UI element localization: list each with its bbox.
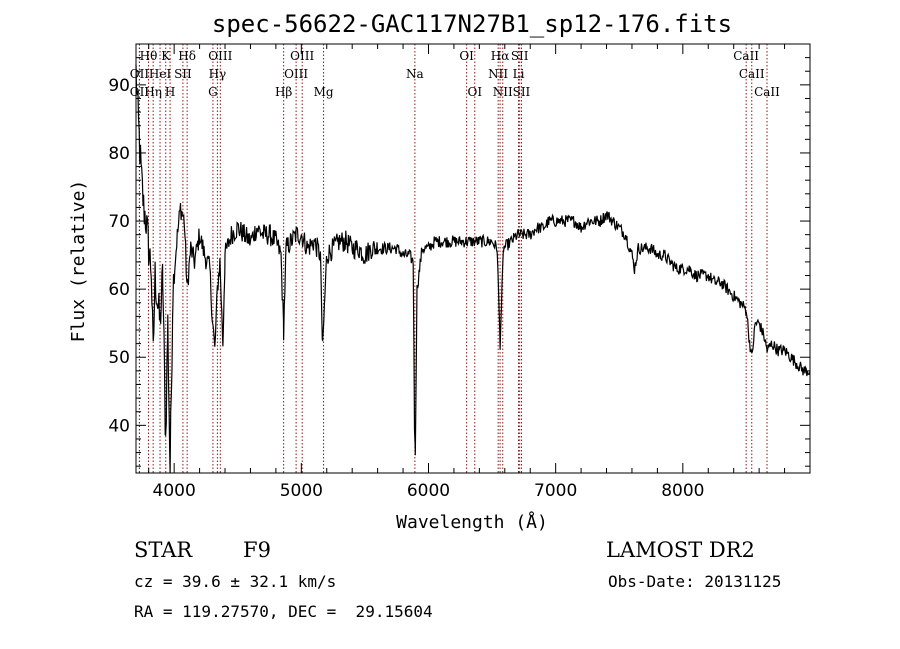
y-tick-label-3: 70 (108, 212, 130, 232)
y-tick-label-0: 40 (108, 416, 130, 436)
line-marker-label-23: NII (493, 85, 513, 99)
line-marker-label-24: SII (513, 85, 531, 99)
y-tick-label-1: 50 (108, 348, 130, 368)
y-axis-label: Flux (relative) (68, 180, 89, 343)
line-marker-label-26: CaII (739, 67, 765, 81)
line-marker-label-9: OIII (208, 49, 232, 63)
line-marker-label-8: Hδ (178, 49, 196, 63)
line-marker-label-22: Li (513, 67, 525, 81)
x-axis-label: Wavelength (Å) (396, 511, 548, 533)
redshift-readout: cz = 39.6 ± 32.1 km/s (134, 572, 337, 591)
survey-name: LAMOST DR2 (606, 538, 755, 562)
line-marker-label-6: SII (174, 67, 192, 81)
line-marker-label-19: Hα (491, 49, 510, 63)
spectrum-line (135, 64, 811, 474)
x-tick-label-2: 6000 (407, 481, 450, 501)
line-marker-label-11: G (208, 85, 218, 99)
line-marker-label-18: OI (467, 85, 482, 99)
line-marker-label-20: SII (511, 49, 529, 63)
y-axis: 40 50 60 70 80 90 (108, 57, 810, 467)
line-marker-label-10: Hγ (209, 67, 227, 81)
chart-title: spec-56622-GAC117N27B1_sp12-176.fits (212, 10, 732, 38)
y-tick-label-2: 60 (108, 280, 130, 300)
line-markers (138, 44, 768, 473)
line-marker-label-27: CaII (754, 85, 780, 99)
line-marker-label-13: OIII (290, 49, 314, 63)
line-marker-label-14: OIII (284, 67, 308, 81)
line-marker-label-4: HeI (149, 67, 172, 81)
line-marker-label-15: Mg (314, 85, 334, 99)
line-marker-label-3: Hη (144, 85, 162, 99)
observation-date: Obs-Date: 20131125 (608, 572, 782, 591)
line-marker-label-2: OII (130, 85, 150, 99)
line-marker-label-25: CaII (733, 49, 759, 63)
y-tick-label-5: 90 (108, 76, 130, 96)
x-tick-label-4: 8000 (661, 481, 704, 501)
line-marker-label-21: NII (488, 67, 508, 81)
line-marker-label-0: Hθ (140, 49, 158, 63)
object-subclass: F9 (243, 538, 271, 562)
coordinates-readout: RA = 119.27570, DEC = 29.15604 (134, 602, 433, 621)
y-tick-label-4: 80 (108, 144, 130, 164)
line-marker-label-17: OI (459, 49, 474, 63)
object-class: STAR (134, 538, 193, 562)
line-marker-label-12: Hβ (275, 85, 292, 99)
x-axis: 4000 5000 6000 7000 8000 (148, 44, 786, 501)
plot-frame (135, 43, 811, 474)
x-tick-label-0: 4000 (153, 481, 196, 501)
x-tick-label-1: 5000 (280, 481, 323, 501)
x-tick-label-3: 7000 (534, 481, 577, 501)
line-marker-label-5: K (161, 49, 171, 63)
line-marker-label-16: Na (406, 67, 424, 81)
line-marker-label-7: H (165, 85, 175, 99)
line-marker-label-1: OII (130, 67, 150, 81)
